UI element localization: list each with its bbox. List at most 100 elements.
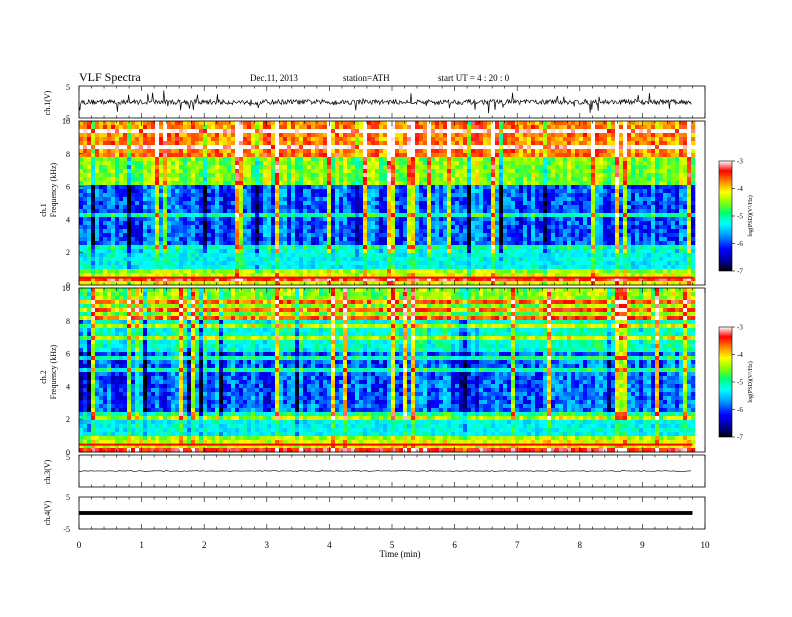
spectrogram-cell	[107, 205, 111, 209]
spectrogram-cell	[155, 245, 159, 249]
spectrogram-cell	[151, 157, 155, 161]
spectrogram-cell	[335, 173, 339, 177]
spectrogram-cell	[611, 225, 615, 229]
spectrogram-cell	[483, 161, 487, 165]
spectrogram-cell	[347, 241, 351, 245]
spectrogram-cell	[635, 141, 639, 145]
spectrogram-cell	[371, 161, 375, 165]
spectrogram-cell	[335, 225, 339, 229]
spectrogram-cell	[603, 137, 607, 141]
spectrogram-cell	[443, 177, 447, 181]
spectrogram-cell	[479, 129, 483, 133]
spectrogram-cell	[455, 209, 459, 213]
spectrogram-cell	[339, 145, 343, 149]
spectrogram-cell	[279, 133, 283, 137]
spectrogram-cell	[595, 193, 599, 197]
spectrogram-cell	[403, 141, 407, 145]
spectrogram-cell	[687, 209, 691, 213]
spectrogram-cell	[271, 125, 275, 129]
spectrogram-cell	[283, 197, 287, 201]
spectrogram-cell	[411, 205, 415, 209]
spectrogram-cell	[623, 121, 627, 125]
spectrogram-cell	[647, 181, 651, 185]
spectrogram-cell	[335, 121, 339, 125]
spectrogram-cell	[367, 137, 371, 141]
spectrogram-cell	[507, 229, 511, 233]
spectrogram-cell	[371, 197, 375, 201]
spectrogram-cell	[483, 233, 487, 237]
spectrogram-cell	[551, 169, 555, 173]
spectrogram-cell	[647, 137, 651, 141]
spectrogram-cell	[115, 177, 119, 181]
spectrogram-cell	[247, 229, 251, 233]
spectrogram-cell	[415, 237, 419, 241]
spectrogram-cell	[139, 165, 143, 169]
spectrogram-cell	[571, 217, 575, 221]
spectrogram-cell	[343, 185, 347, 189]
spectrogram-cell	[439, 173, 443, 177]
spectrogram-cell	[611, 141, 615, 145]
spectrogram-cell	[655, 241, 659, 245]
spectrogram-cell	[287, 217, 291, 221]
spectrogram-cell	[559, 237, 563, 241]
spectrogram-cell	[619, 145, 623, 149]
spectrogram-cell	[615, 233, 619, 237]
spectrogram-cell	[211, 205, 215, 209]
spectrogram-cell	[167, 129, 171, 133]
spectrogram-cell	[683, 201, 687, 205]
spectrogram-cell	[403, 245, 407, 249]
spectrogram-cell	[283, 237, 287, 241]
spectrogram-cell	[611, 237, 615, 241]
spectrogram-cell	[503, 133, 507, 137]
spectrogram-cell	[339, 125, 343, 129]
spectrogram-cell	[155, 141, 159, 145]
spectrogram-cell	[211, 245, 215, 249]
spectrogram-cell	[415, 173, 419, 177]
spectrogram-cell	[303, 153, 307, 157]
spectrogram-cell	[483, 121, 487, 125]
spectrogram-cell	[99, 165, 103, 169]
spectrogram-cell	[183, 233, 187, 237]
spectrogram-cell	[627, 141, 631, 145]
spectrogram-cell	[207, 201, 211, 205]
spectrogram-cell	[535, 185, 539, 189]
spectrogram-cell	[499, 213, 503, 217]
spectrogram-cell	[495, 237, 499, 241]
spectrogram-cell	[591, 157, 595, 161]
spectrogram-cell	[451, 149, 455, 153]
spectrogram-cell	[563, 181, 567, 185]
spectrogram-cell	[275, 153, 279, 157]
spectrogram-cell	[207, 141, 211, 145]
spectrogram-cell	[247, 181, 251, 185]
spectrogram-cell	[463, 245, 467, 249]
spectrogram-cell	[379, 225, 383, 229]
spectrogram-cell	[287, 197, 291, 201]
spectrogram-cell	[683, 185, 687, 189]
spectrogram-cell	[519, 201, 523, 205]
spectrogram-cell	[311, 153, 315, 157]
spectrogram-cell	[459, 209, 463, 213]
spectrogram-cell	[371, 201, 375, 205]
spectrogram-cell	[535, 237, 539, 241]
spectrogram-cell	[607, 237, 611, 241]
spectrogram-cell	[319, 197, 323, 201]
spectrogram-cell	[275, 137, 279, 141]
spectrogram-cell	[87, 245, 91, 249]
spectrogram-cell	[79, 141, 83, 145]
spectrogram-cell	[283, 177, 287, 181]
spectrogram-cell	[211, 209, 215, 213]
spectrogram-cell	[211, 237, 215, 241]
spectrogram-cell	[111, 125, 115, 129]
spectrogram-cell	[323, 229, 327, 233]
spectrogram-cell	[463, 121, 467, 125]
spectrogram-cell	[463, 233, 467, 237]
spectrogram-cell	[355, 229, 359, 233]
spectrogram-cell	[327, 241, 331, 245]
spectrogram-cell	[411, 173, 415, 177]
spectrogram-cell	[263, 173, 267, 177]
spectrogram-cell	[487, 209, 491, 213]
spectrogram-cell	[303, 177, 307, 181]
spectrogram-cell	[259, 197, 263, 201]
spectrogram-cell	[687, 153, 691, 157]
spectrogram-cell	[119, 221, 123, 225]
